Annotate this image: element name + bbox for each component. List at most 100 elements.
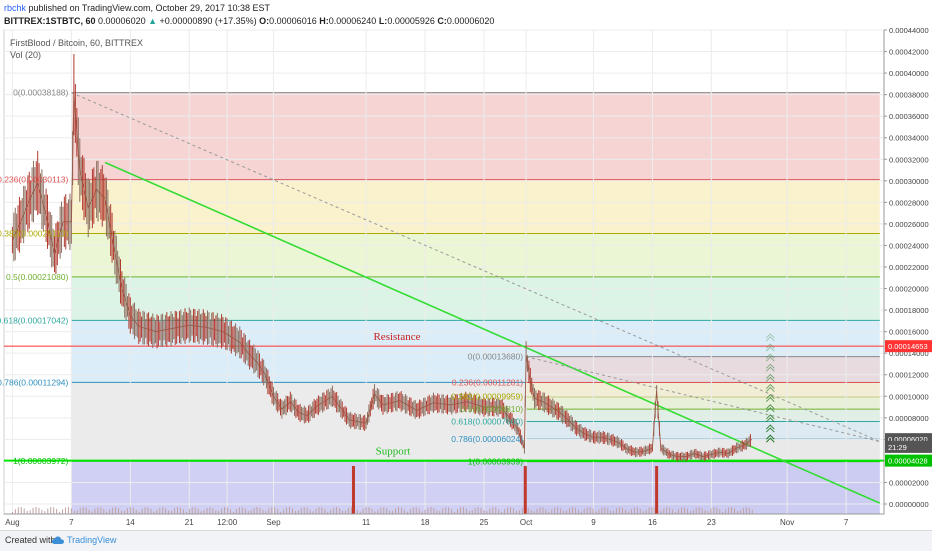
high-value: 0.00006240	[328, 16, 377, 26]
close-label: C:	[437, 16, 447, 26]
fib-small-zone-below	[526, 461, 880, 514]
arrow-up-icon	[765, 414, 775, 423]
fib-small-zone	[526, 421, 880, 440]
price-badge-label: 0.00004028	[888, 457, 928, 466]
fib-small-level-label: 0.618(0.00007660)	[451, 416, 523, 426]
arrow-up-icon	[765, 404, 775, 413]
volume-spike	[655, 466, 659, 514]
y-tick-label: 0.00042000	[889, 48, 929, 57]
x-tick-label: Aug	[5, 518, 19, 527]
x-tick-label: 14	[126, 518, 135, 527]
price-badge	[885, 440, 932, 453]
username-link[interactable]: rbchk	[4, 3, 27, 13]
fib-large-zone	[71, 179, 880, 234]
price-chart[interactable]: 0(0.00038188) 0.236(0.00030113) 0.382(0.00…	[0, 0, 932, 530]
resistance-label: Resistance	[373, 331, 420, 343]
fib-small-zone	[526, 409, 880, 422]
arrow-up-icon	[765, 373, 775, 382]
publish-info: published on TradingView.com, October 29…	[28, 3, 271, 13]
y-tick-label: 0.00000000	[889, 500, 929, 509]
last-price: 0.00006020	[98, 16, 146, 26]
x-tick-label: 11	[362, 518, 371, 527]
x-tick-label: Oct	[520, 518, 533, 527]
close-value: 0.00006020	[446, 16, 495, 26]
arrow-up-icon	[765, 383, 775, 392]
y-tick-label: 0.00040000	[889, 69, 929, 78]
arrow-up-icon	[765, 353, 775, 362]
y-tick-label: 0.00010000	[889, 392, 929, 401]
x-tick-label: 7	[69, 518, 74, 527]
price-badge-label: 0.00006020	[888, 435, 928, 444]
change-value: +0.00000890 (+17.35%)	[159, 16, 257, 26]
price-badge-label: 0.00014653	[888, 342, 928, 351]
x-tick-label: 7	[844, 518, 849, 527]
fib-large-level-label: 0.5(0.00021080)	[6, 272, 69, 282]
fib-large-level-label: 0.236(0.00030113)	[0, 175, 69, 185]
fib-large-zone	[71, 92, 880, 180]
x-tick-label: 25	[480, 518, 489, 527]
x-tick-label: 16	[648, 518, 657, 527]
fib-large-level-label: 0(0.00038188)	[13, 88, 68, 98]
arrow-up-icon	[765, 343, 775, 352]
arrow-up-icon	[765, 393, 775, 403]
x-tick-label: Nov	[780, 518, 794, 527]
fib-trend-dashed-line	[71, 92, 880, 442]
fib-small-level-label: 0(0.00013680)	[468, 352, 523, 362]
volume-legend[interactable]: Vol (20)	[10, 50, 42, 60]
fib-large-level-label: 0.786(0.00011294)	[0, 377, 69, 387]
fib-small-level-label: 0.382(0.00009959)	[451, 392, 523, 402]
x-tick-label: 21	[185, 518, 194, 527]
fib-large-level-label: 0.618(0.00017042)	[0, 315, 69, 325]
open-value: 0.00006016	[269, 16, 317, 26]
price-badge	[885, 340, 932, 353]
change-up-icon: ▲	[148, 16, 158, 26]
tradingview-cloud-icon	[52, 536, 64, 544]
footer-bar: Created with TradingView	[0, 530, 932, 551]
fib-level-labels: 0(0.00038188) 0.236(0.00030113) 0.382(0.00…	[0, 88, 523, 467]
y-tick-label: 0.00018000	[889, 306, 929, 315]
y-tick-label: 0.00028000	[889, 198, 929, 207]
high-label: H:	[319, 16, 329, 26]
y-tick-label: 0.00008000	[889, 414, 929, 423]
publish-line: rbchk published on TradingView.com, Octo…	[4, 3, 270, 13]
ohlc-line: BITTREX:1STBTC, 60 0.00006020 ▲ +0.00000…	[4, 16, 494, 26]
support-label: Support	[376, 446, 411, 458]
y-tick-label: 0.00016000	[889, 328, 929, 337]
fib-small-level-label: 1(0.00003939)	[468, 457, 523, 467]
y-tick-label: 0.00038000	[889, 91, 929, 100]
y-tick-label: 0.00014000	[889, 349, 929, 358]
y-tick-label: 0.00044000	[889, 26, 929, 35]
fib-large-level-label: 1(0.00003972)	[13, 456, 68, 466]
tradingview-brand[interactable]: TradingView	[67, 535, 117, 545]
price-line	[11, 94, 753, 458]
x-tick-label: 18	[421, 518, 430, 527]
open-label: O:	[259, 16, 270, 26]
low-value: 0.00005926	[387, 16, 435, 26]
y-tick-label: 0.00012000	[889, 371, 929, 380]
price-badge-label: 21:29	[888, 443, 907, 452]
fib-large-zones	[71, 92, 880, 514]
fib-small-zone	[526, 356, 880, 383]
arrow-up-icon	[765, 363, 775, 372]
symbol-label: BITTREX:1STBTC, 60	[4, 16, 96, 26]
y-tick-label: 0.00024000	[889, 241, 929, 250]
x-tick-label: 9	[591, 518, 596, 527]
x-tick-label: 23	[707, 518, 716, 527]
x-tick-label: Sep	[266, 518, 281, 527]
y-tick-label: 0.00036000	[889, 112, 929, 121]
volume-spike	[351, 466, 355, 514]
price-series	[11, 54, 753, 462]
y-tick-label: 0.00030000	[889, 177, 929, 186]
arrow-up-icon	[765, 434, 775, 443]
y-tick-label: 0.00034000	[889, 134, 929, 143]
x-tick-label: 12:00	[217, 518, 238, 527]
fib-small-zone	[526, 396, 880, 410]
volume-spike	[523, 466, 527, 514]
created-with-text: Created with	[5, 535, 56, 545]
y-tick-label: 0.00026000	[889, 220, 929, 229]
arrow-markers	[765, 333, 775, 443]
fib-large-level-label: 0.382(0.00025113)	[0, 228, 69, 238]
price-axis: 0.00044000 0.00042000 0.00040000 0.00038000…	[883, 26, 932, 514]
fib-small-dashed-line	[525, 356, 880, 443]
arrow-up-icon	[765, 424, 775, 433]
